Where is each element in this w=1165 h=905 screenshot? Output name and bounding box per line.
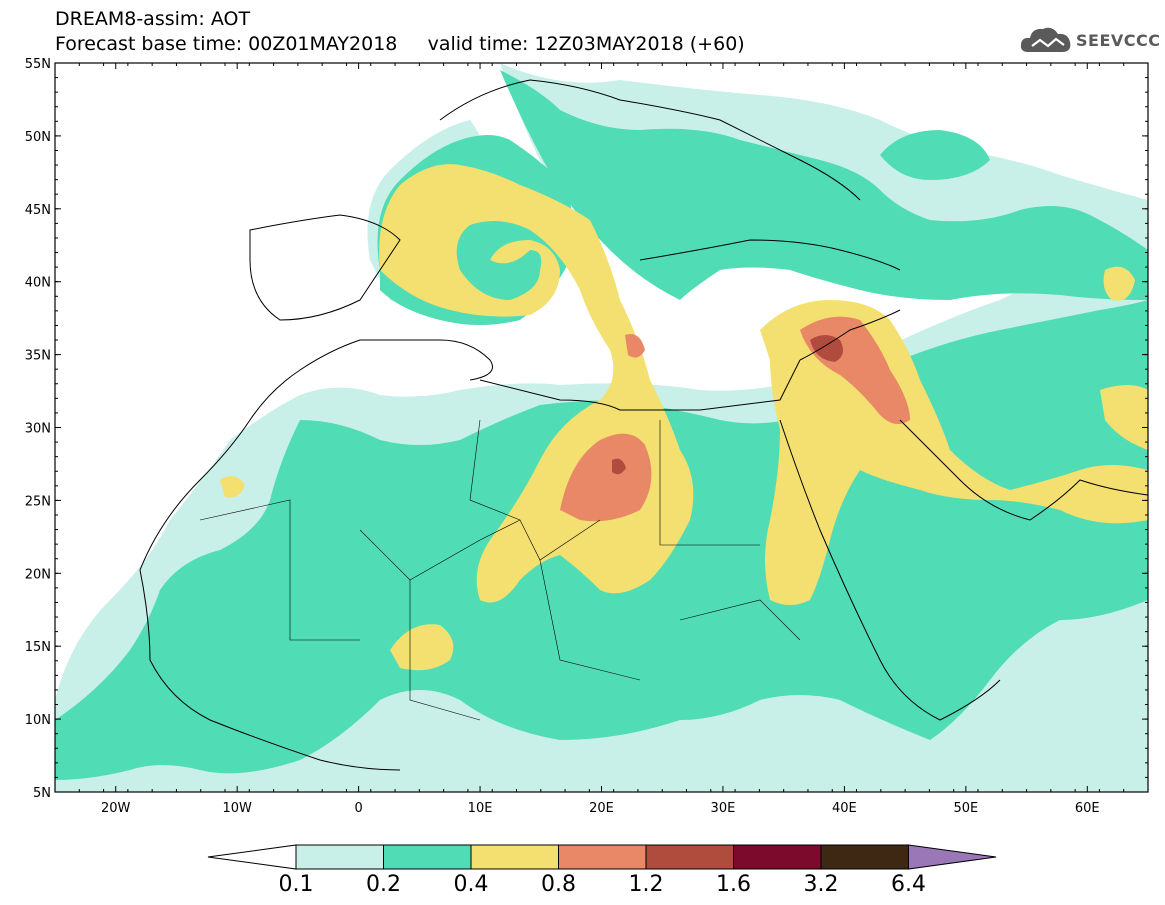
country-borders xyxy=(199,419,801,721)
lon-tick-label: 20E xyxy=(589,801,614,816)
lat-tick-label: 50N xyxy=(25,130,51,145)
lon-tick-label: 10W xyxy=(222,801,252,816)
colorbar-box-5 xyxy=(645,844,734,870)
colorbar-label-2: 0.2 xyxy=(366,872,401,897)
lat-tick-label: 15N xyxy=(25,640,51,655)
lon-tick-label: 10E xyxy=(468,801,493,816)
colorbar-over-arrow xyxy=(908,844,997,870)
lon-tick-label: 50E xyxy=(953,801,978,816)
lat-tick-label: 10N xyxy=(25,713,51,728)
lon-tick-label: 40E xyxy=(832,801,857,816)
colorbar-label-7: 3.2 xyxy=(803,872,839,897)
lon-tick-label: 30E xyxy=(711,801,736,816)
coastlines xyxy=(139,79,1148,771)
lat-tick-label: 55N xyxy=(25,57,51,72)
lat-tick-label: 5N xyxy=(33,786,51,801)
colorbar-label-6: 1.6 xyxy=(716,872,751,897)
seevccc-logo: SEEVCCC xyxy=(1018,22,1160,58)
colorbar-label-1: 0.1 xyxy=(278,872,314,897)
lat-tick-label: 25N xyxy=(25,494,51,509)
title-line-2: Forecast base time: 00Z01MAY2018 valid t… xyxy=(55,33,745,55)
colorbar-box-3 xyxy=(470,844,559,870)
colorbar-box-2 xyxy=(383,844,472,870)
lon-tick-label: 20W xyxy=(101,801,131,816)
lat-tick-label: 40N xyxy=(25,276,51,291)
colorbar-label-5: 1.2 xyxy=(628,872,664,897)
colorbar-box-1 xyxy=(295,844,384,870)
colorbar-box-6 xyxy=(733,844,822,870)
lat-tick-label: 45N xyxy=(25,203,51,218)
colorbar-box-4 xyxy=(558,844,647,870)
axis-ticks: 55N 50N 45N 40N 35N 30N 25N 20N 15N 10N 5N 20W 10W 0 1… xyxy=(25,57,1149,816)
colorbar-label-4: 0.8 xyxy=(541,872,576,897)
cloud-icon xyxy=(1020,27,1071,52)
colorbar-label-8: 6.4 xyxy=(891,872,926,897)
lon-tick-label: 0 xyxy=(354,801,362,816)
aot-fields xyxy=(55,63,1148,792)
title-line-1: DREAM8-assim: AOT xyxy=(55,8,251,30)
lat-tick-label: 20N xyxy=(25,567,51,582)
logo-text: SEEVCCC xyxy=(1076,31,1161,50)
aot-band-1.2 xyxy=(612,335,844,475)
colorbar-under-arrow xyxy=(207,844,297,870)
colorbar-label-3: 0.4 xyxy=(453,872,489,897)
lat-tick-label: 30N xyxy=(25,422,51,437)
colorbar xyxy=(207,844,997,870)
lon-tick-label: 60E xyxy=(1075,801,1100,816)
colorbar-box-7 xyxy=(820,844,909,870)
lat-tick-label: 35N xyxy=(25,349,51,364)
